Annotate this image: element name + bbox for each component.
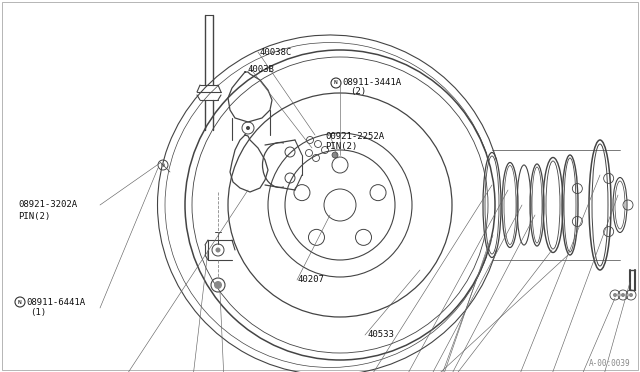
Circle shape: [613, 293, 617, 297]
Text: 4003B: 4003B: [248, 65, 275, 74]
Text: A-00:0039: A-00:0039: [588, 359, 630, 368]
Text: 00921-2252A: 00921-2252A: [325, 132, 384, 141]
Circle shape: [621, 293, 625, 297]
Text: N: N: [334, 80, 338, 86]
Circle shape: [214, 281, 222, 289]
Text: 08921-3202A: 08921-3202A: [18, 200, 77, 209]
Text: 40207: 40207: [298, 275, 325, 284]
Text: 40038C: 40038C: [260, 48, 292, 57]
Circle shape: [332, 152, 338, 158]
Text: N: N: [18, 299, 22, 305]
Circle shape: [246, 126, 250, 130]
Circle shape: [629, 293, 633, 297]
Text: PIN(2): PIN(2): [18, 212, 51, 221]
Circle shape: [161, 163, 165, 167]
Text: 08911-6441A: 08911-6441A: [26, 298, 85, 307]
Text: (2): (2): [350, 87, 366, 96]
Text: 08911-3441A: 08911-3441A: [342, 78, 401, 87]
Text: 40533: 40533: [368, 330, 395, 339]
Text: PIN(2): PIN(2): [325, 142, 357, 151]
Circle shape: [216, 247, 221, 253]
Text: (1): (1): [30, 308, 46, 317]
